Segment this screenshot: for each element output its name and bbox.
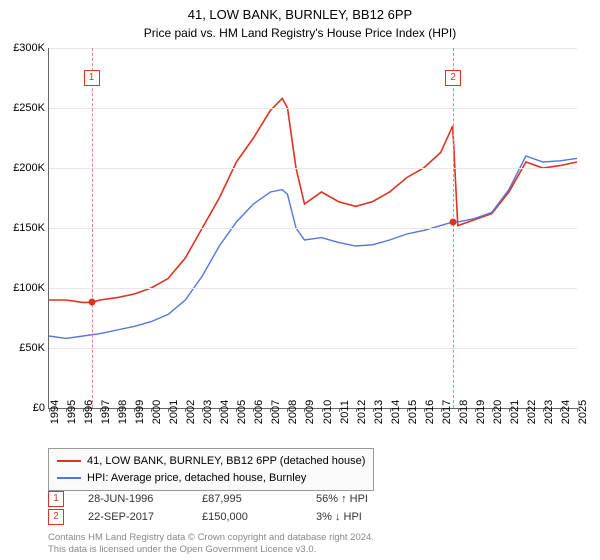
legend-label: 41, LOW BANK, BURNLEY, BB12 6PP (detache… bbox=[87, 453, 365, 470]
sale-date: 22-SEP-2017 bbox=[88, 511, 178, 523]
y-axis-label: £150K bbox=[13, 222, 45, 234]
marker-vline bbox=[92, 48, 93, 408]
legend-label: HPI: Average price, detached house, Burn… bbox=[87, 470, 306, 487]
x-axis-label: 2016 bbox=[424, 400, 436, 424]
y-axis-label: £300K bbox=[13, 42, 45, 54]
sale-row: 2 22-SEP-2017 £150,000 3% ↓ HPI bbox=[48, 508, 406, 526]
legend-swatch bbox=[57, 477, 81, 479]
x-axis-label: 2006 bbox=[253, 400, 265, 424]
chart-subtitle: Price paid vs. HM Land Registry's House … bbox=[0, 24, 600, 40]
x-axis-label: 2011 bbox=[339, 400, 351, 424]
marker-dot bbox=[88, 299, 95, 306]
marker-badge: 1 bbox=[84, 70, 100, 86]
x-axis-label: 1999 bbox=[134, 400, 146, 424]
y-axis-label: £50K bbox=[19, 342, 45, 354]
x-axis-label: 2005 bbox=[236, 400, 248, 424]
sales-table: 1 28-JUN-1996 £87,995 56% ↑ HPI 2 22-SEP-2017… bbox=[48, 490, 406, 526]
x-axis-label: 2018 bbox=[458, 400, 470, 424]
footnote: Contains HM Land Registry data © Crown c… bbox=[48, 532, 374, 556]
x-axis-label: 1997 bbox=[100, 400, 112, 424]
x-axis-label: 2002 bbox=[185, 400, 197, 424]
chart-legend: 41, LOW BANK, BURNLEY, BB12 6PP (detache… bbox=[48, 448, 374, 491]
x-axis-label: 2021 bbox=[509, 400, 521, 424]
x-axis-label: 2017 bbox=[441, 400, 453, 424]
sale-row: 1 28-JUN-1996 £87,995 56% ↑ HPI bbox=[48, 490, 406, 508]
x-axis-label: 2019 bbox=[475, 400, 487, 424]
marker-vline bbox=[453, 48, 454, 408]
sale-delta: 56% ↑ HPI bbox=[316, 493, 406, 505]
y-axis-label: £250K bbox=[13, 102, 45, 114]
x-axis-label: 1995 bbox=[66, 400, 78, 424]
y-gridline bbox=[49, 108, 577, 109]
y-gridline bbox=[49, 168, 577, 169]
x-axis-label: 2012 bbox=[356, 400, 368, 424]
x-axis-label: 2014 bbox=[390, 400, 402, 424]
sale-badge: 1 bbox=[48, 491, 64, 507]
chart-title: 41, LOW BANK, BURNLEY, BB12 6PP bbox=[0, 0, 600, 24]
series-line-hpi bbox=[49, 156, 577, 338]
legend-item: HPI: Average price, detached house, Burn… bbox=[57, 470, 365, 487]
x-axis-label: 1994 bbox=[49, 400, 61, 424]
x-axis-label: 1996 bbox=[83, 400, 95, 424]
y-axis-label: £100K bbox=[13, 282, 45, 294]
marker-badge: 2 bbox=[445, 70, 461, 86]
footnote-line: This data is licensed under the Open Gov… bbox=[48, 544, 374, 556]
x-axis-label: 2003 bbox=[202, 400, 214, 424]
x-axis-label: 2015 bbox=[407, 400, 419, 424]
x-axis-label: 2022 bbox=[526, 400, 538, 424]
marker-dot bbox=[450, 219, 457, 226]
sale-date: 28-JUN-1996 bbox=[88, 493, 178, 505]
x-axis-label: 1998 bbox=[117, 400, 129, 424]
x-axis-label: 2020 bbox=[492, 400, 504, 424]
y-gridline bbox=[49, 228, 577, 229]
x-axis-label: 2010 bbox=[322, 400, 334, 424]
y-axis-label: £0 bbox=[33, 402, 45, 414]
x-axis-label: 2004 bbox=[219, 400, 231, 424]
series-line-price_paid bbox=[49, 98, 577, 302]
legend-swatch bbox=[57, 460, 81, 462]
sale-badge: 2 bbox=[48, 509, 64, 525]
chart-plot-area: £0£50K£100K£150K£200K£250K£300K199419951… bbox=[48, 48, 577, 409]
x-axis-label: 2007 bbox=[270, 400, 282, 424]
x-axis-label: 2000 bbox=[151, 400, 163, 424]
sale-delta: 3% ↓ HPI bbox=[316, 511, 406, 523]
x-axis-label: 2009 bbox=[304, 400, 316, 424]
y-gridline bbox=[49, 348, 577, 349]
y-gridline bbox=[49, 288, 577, 289]
x-axis-label: 2008 bbox=[287, 400, 299, 424]
x-axis-label: 2013 bbox=[373, 400, 385, 424]
x-axis-label: 2025 bbox=[577, 400, 589, 424]
x-axis-label: 2023 bbox=[543, 400, 555, 424]
y-axis-label: £200K bbox=[13, 162, 45, 174]
sale-price: £87,995 bbox=[202, 493, 292, 505]
y-gridline bbox=[49, 48, 577, 49]
footnote-line: Contains HM Land Registry data © Crown c… bbox=[48, 532, 374, 544]
legend-item: 41, LOW BANK, BURNLEY, BB12 6PP (detache… bbox=[57, 453, 365, 470]
x-axis-label: 2001 bbox=[168, 400, 180, 424]
x-axis-label: 2024 bbox=[560, 400, 572, 424]
sale-price: £150,000 bbox=[202, 511, 292, 523]
